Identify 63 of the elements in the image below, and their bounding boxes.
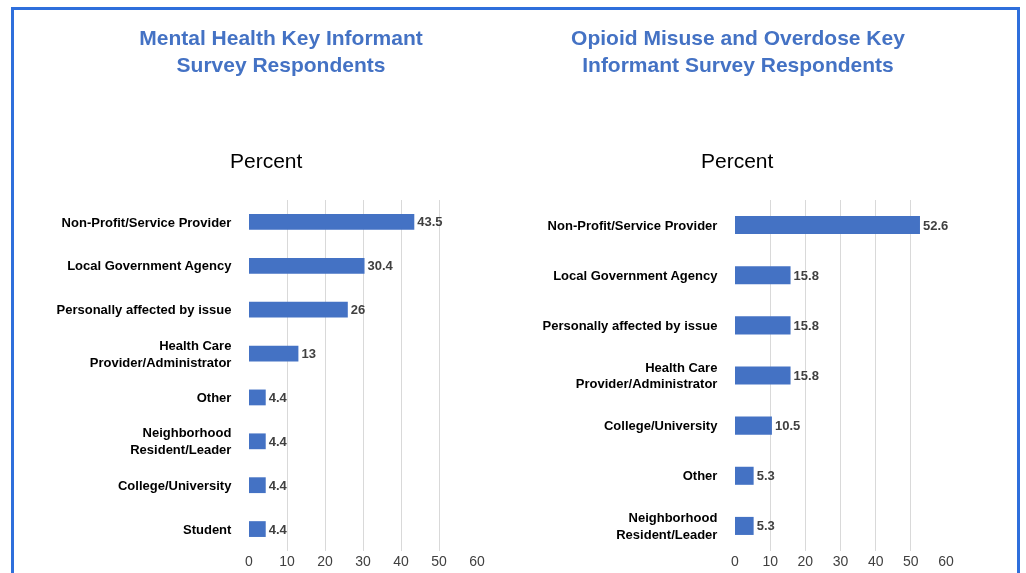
data-label: 4.4 <box>268 389 288 405</box>
bar <box>249 301 348 318</box>
x-tick-label: 40 <box>867 553 884 569</box>
data-label: 52.6 <box>922 217 949 233</box>
bar <box>249 345 299 362</box>
chart-subtitle: Percent <box>230 149 303 172</box>
bar <box>249 521 266 537</box>
x-tick-label: 20 <box>317 553 333 569</box>
y-tick-label: Neighborhood Resident/Leader <box>616 510 718 542</box>
y-tick-label: College/University <box>117 477 233 493</box>
bar <box>735 266 791 285</box>
y-tick-label: Health Care Provider/Administrator <box>575 359 718 392</box>
x-tick-label: 30 <box>832 553 849 569</box>
data-label: 15.8 <box>793 267 819 283</box>
bar <box>735 316 791 335</box>
x-tick-label: 0 <box>245 553 254 569</box>
x-tick-label: 40 <box>393 553 409 569</box>
y-tick-label: Local Government Agency <box>553 267 719 283</box>
data-label: 26 <box>350 302 366 318</box>
x-tick-label: 60 <box>469 553 485 569</box>
data-label: 4.4 <box>268 477 288 493</box>
data-label: 15.8 <box>793 368 819 383</box>
y-tick-label: Non-Profit/Service Provider <box>61 214 232 230</box>
data-label: 4.4 <box>268 521 288 537</box>
y-tick-label: Other <box>196 389 232 405</box>
data-label: 15.8 <box>793 317 819 333</box>
data-label: 43.5 <box>417 214 443 230</box>
y-tick-label: Student <box>183 521 233 537</box>
chart-title: Opioid Misuse and Overdose Key Informant Survey Respondents <box>571 26 906 77</box>
x-tick-label: 50 <box>431 553 447 569</box>
data-label: 4.4 <box>268 433 288 449</box>
y-tick-label: Other <box>682 468 718 484</box>
x-tick-label: 30 <box>355 553 371 569</box>
chart-subtitle: Percent <box>701 149 774 172</box>
x-tick-label: 10 <box>279 553 295 569</box>
y-tick-label: Non-Profit/Service Provider <box>547 217 718 233</box>
x-tick-label: 10 <box>762 553 779 569</box>
bar <box>249 214 415 230</box>
y-tick-label: Health Care Provider/Administrator <box>89 337 232 370</box>
data-label: 13 <box>301 346 316 362</box>
bar <box>249 257 365 274</box>
x-tick-label: 20 <box>797 553 814 569</box>
y-tick-label: Neighborhood Resident/Leader <box>130 425 232 458</box>
y-tick-label: Personally affected by issue <box>56 302 232 318</box>
data-label: 10.5 <box>774 418 801 434</box>
chart-title: Mental Health Key Informant Survey Respondents <box>139 26 423 77</box>
x-tick-label: 60 <box>938 553 954 569</box>
x-tick-label: 50 <box>903 553 919 569</box>
bar <box>249 477 266 494</box>
bar <box>249 389 266 406</box>
bar <box>735 516 754 535</box>
y-tick-label: Local Government Agency <box>67 258 233 274</box>
x-tick-label: 0 <box>731 553 740 569</box>
y-tick-label: Personally affected by issue <box>542 317 718 333</box>
bar <box>735 216 920 235</box>
data-label: 5.3 <box>756 518 775 534</box>
data-label: 5.3 <box>756 468 775 484</box>
bar <box>249 433 266 450</box>
data-label: 30.4 <box>367 258 394 274</box>
bar <box>735 466 754 485</box>
y-tick-label: College/University <box>603 418 719 434</box>
bar <box>735 366 791 385</box>
bar <box>735 416 772 435</box>
